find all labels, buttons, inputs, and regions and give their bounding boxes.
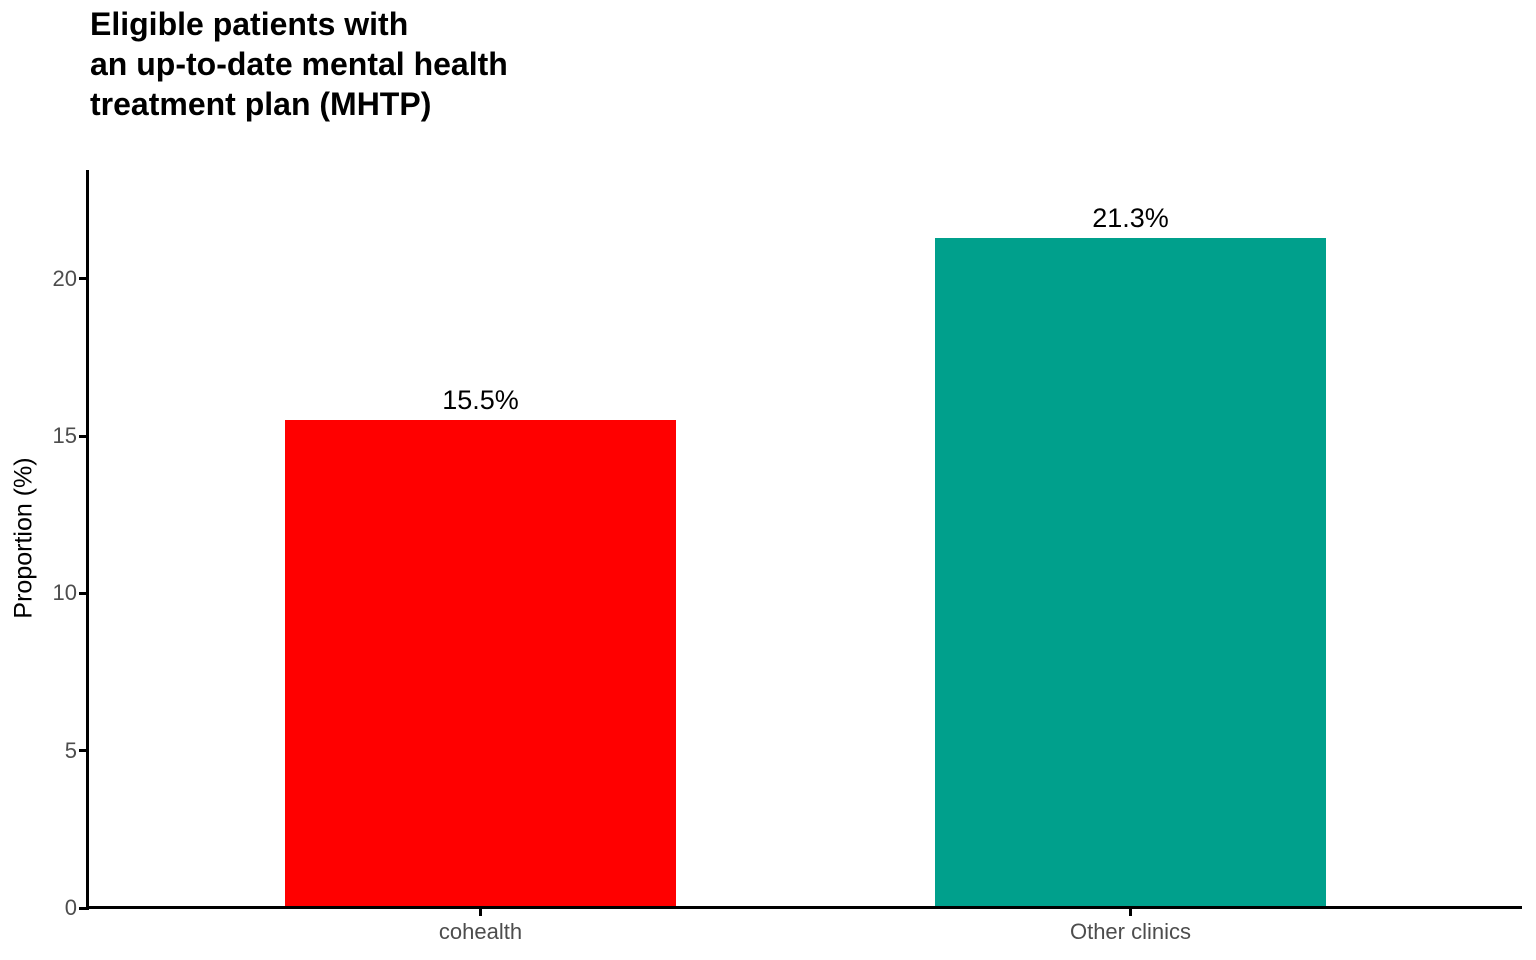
y-axis-tick-label: 0 (64, 895, 77, 920)
y-axis-line (86, 170, 89, 910)
chart-title-line-1: Eligible patients with (90, 6, 409, 42)
chart-title: Eligible patients with an up-to-date men… (90, 4, 508, 124)
y-axis-tick-label: 15 (52, 423, 77, 449)
x-axis-tick (479, 909, 482, 916)
bar-value-label: 21.3% (1092, 203, 1169, 233)
x-axis-tick-label: cohealth (438, 919, 523, 944)
x-axis-line (86, 906, 1522, 909)
y-axis-tick (79, 277, 87, 281)
chart-title-line-2: an up-to-date mental health (90, 46, 508, 82)
bar-cohealth (285, 420, 676, 908)
x-axis-tick (1129, 909, 1132, 916)
y-axis-tick (79, 591, 87, 595)
chart-title-line-3: treatment plan (MHTP) (90, 86, 432, 122)
x-axis-tick-label: Other clinics (1069, 919, 1192, 944)
y-axis-tick (79, 749, 87, 753)
y-axis-tick-label: 5 (64, 737, 77, 763)
y-axis-tick-label: 10 (52, 580, 77, 606)
bar-value-label: 15.5% (442, 385, 519, 416)
y-axis-tick (79, 906, 87, 910)
y-axis-tick (79, 434, 87, 438)
y-axis-tick-label: 20 (52, 265, 77, 291)
bar-other-clinics (935, 238, 1326, 908)
